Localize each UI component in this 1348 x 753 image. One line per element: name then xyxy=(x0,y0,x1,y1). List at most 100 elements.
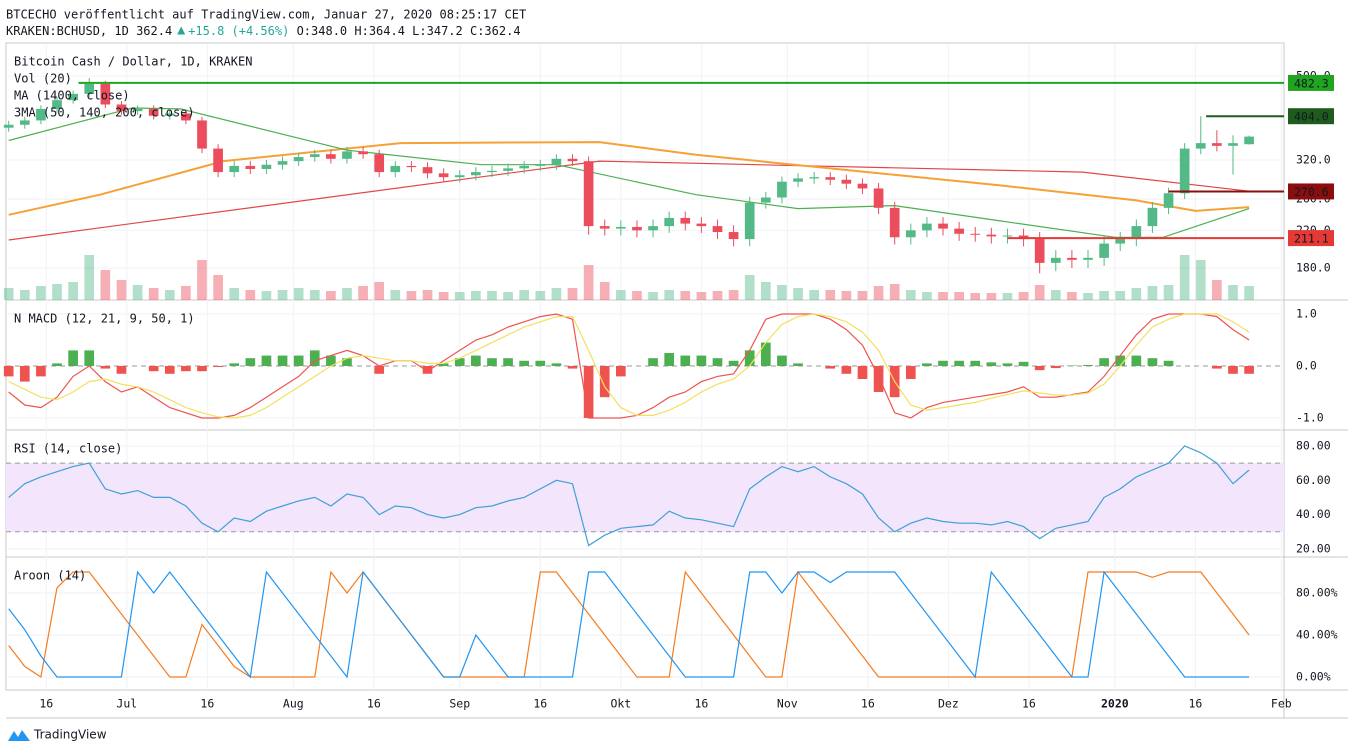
histogram-bar xyxy=(567,365,578,369)
volume-bar xyxy=(809,290,819,300)
candle-body xyxy=(1195,143,1206,149)
volume-bar xyxy=(1228,285,1238,300)
histogram-bar xyxy=(422,365,433,374)
symbol: KRAKEN:BCHUSD, 1D xyxy=(6,24,129,38)
moving-average xyxy=(8,141,1250,216)
price-label: 211.1 xyxy=(1294,232,1329,246)
histogram-bar xyxy=(245,358,256,366)
volume-bar xyxy=(1034,285,1045,300)
candle-body xyxy=(277,161,288,165)
candle-body xyxy=(551,158,562,165)
macd-line xyxy=(8,313,1250,419)
histogram-bar xyxy=(857,365,868,379)
indicator-line xyxy=(8,445,1250,547)
histogram-bar xyxy=(905,365,916,379)
x-tick-label: Feb xyxy=(1271,697,1292,711)
histogram-bar xyxy=(181,365,191,372)
candle-body xyxy=(471,172,481,176)
y-tick-label: 1.0 xyxy=(1296,306,1317,320)
candle-body xyxy=(1067,257,1077,260)
histogram-bar xyxy=(1131,355,1142,366)
volume-bar xyxy=(664,290,674,300)
candle-body xyxy=(567,158,578,162)
brand: TradingView xyxy=(33,728,107,742)
volume-bar xyxy=(599,282,610,300)
histogram-bar xyxy=(229,363,240,366)
volume-bar xyxy=(19,290,30,300)
candle-body xyxy=(84,83,95,94)
logo-mark xyxy=(8,730,30,741)
candle-body xyxy=(245,165,256,169)
histogram-bar xyxy=(293,355,304,366)
candle-body xyxy=(374,154,385,173)
candle-body xyxy=(36,108,46,121)
price-label-box xyxy=(1288,230,1334,247)
histogram-bar xyxy=(197,365,207,372)
volume-bar xyxy=(1131,288,1142,300)
y-tick-label: 0.00% xyxy=(1296,669,1331,683)
candle-body xyxy=(406,165,417,168)
volume-bar xyxy=(1147,286,1158,300)
volume-bar xyxy=(1099,291,1109,300)
volume-bar xyxy=(3,288,14,300)
volume-bar xyxy=(406,291,417,300)
candle-body xyxy=(342,151,352,159)
volume-bar xyxy=(632,291,642,300)
histogram-bar xyxy=(261,355,272,366)
volume-bar xyxy=(454,292,465,300)
volume-bar xyxy=(164,290,175,300)
candle-body xyxy=(954,228,964,234)
candle-body xyxy=(616,226,626,229)
price-label-box xyxy=(1288,183,1334,200)
volume-bar xyxy=(857,291,868,300)
histogram-bar xyxy=(760,342,771,366)
candle-body xyxy=(181,113,191,121)
histogram-bar xyxy=(471,355,481,366)
volume-bar xyxy=(422,290,433,300)
y-tick-label: 40.00% xyxy=(1296,627,1338,641)
histogram-bar xyxy=(777,355,787,366)
candle-body xyxy=(889,207,900,238)
candle-body xyxy=(728,232,739,240)
volume-bar xyxy=(358,286,368,300)
candle-body xyxy=(938,223,948,229)
volume-bar xyxy=(728,290,739,300)
candle-body xyxy=(664,217,674,227)
histogram-bar xyxy=(487,358,497,366)
histogram-bar xyxy=(100,365,111,369)
candle-body xyxy=(599,226,610,229)
volume-bar xyxy=(84,255,95,300)
y-tick-label: 20.00 xyxy=(1296,541,1331,555)
candle-body xyxy=(648,226,658,231)
candle-body xyxy=(744,202,755,240)
histogram-bar xyxy=(728,360,739,366)
volume-bar xyxy=(744,275,755,300)
volume-bar xyxy=(567,288,578,300)
candle-body xyxy=(712,226,723,233)
histogram-bar xyxy=(1212,365,1222,369)
histogram-bar xyxy=(970,360,981,366)
histogram-bar xyxy=(696,355,707,366)
candle-body xyxy=(100,83,111,105)
volume-bar xyxy=(873,286,884,300)
volume-bar xyxy=(197,260,207,300)
candle-body xyxy=(809,177,819,179)
candle-body xyxy=(1002,235,1013,237)
up-arrow xyxy=(177,26,186,35)
x-tick-label: 16 xyxy=(1188,697,1202,711)
candle-body xyxy=(358,151,368,155)
x-tick-label: 2020 xyxy=(1101,697,1129,711)
histogram-bar xyxy=(1228,365,1238,374)
histogram-bar xyxy=(986,362,997,366)
histogram-bar xyxy=(68,350,78,366)
candle-body xyxy=(1163,193,1174,208)
price-label-box xyxy=(1288,108,1334,125)
x-tick-label: 16 xyxy=(367,697,381,711)
x-tick-label: Okt xyxy=(610,697,631,711)
volume-bar xyxy=(905,290,916,300)
candle-body xyxy=(1099,243,1109,258)
last-price: 362.4 xyxy=(136,24,172,38)
histogram-bar xyxy=(938,360,948,366)
histogram-bar xyxy=(551,363,562,366)
